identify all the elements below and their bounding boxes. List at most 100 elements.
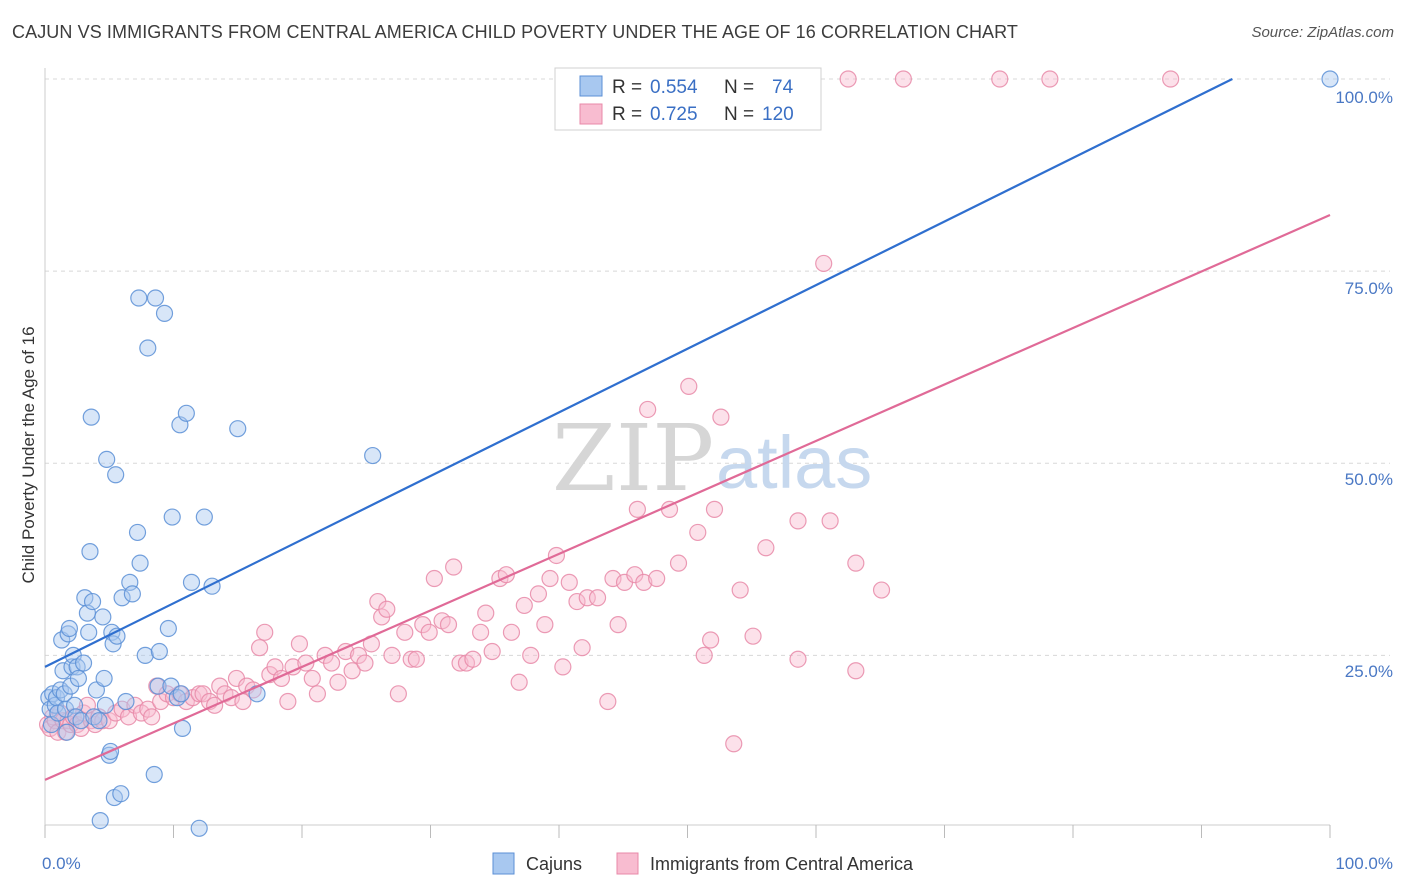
cajun-point	[172, 685, 190, 703]
bottom-legend-label-immig: Immigrants from Central America	[650, 854, 914, 874]
cajun-point	[163, 508, 181, 526]
immigrant-point	[554, 658, 572, 676]
cajun-point	[195, 508, 213, 526]
immigrant-point	[560, 573, 578, 591]
immigrant-point	[451, 654, 469, 672]
cajun-point	[136, 646, 154, 664]
cajun-point	[123, 585, 141, 603]
immigrant-point	[689, 523, 707, 542]
cajun-point	[81, 543, 99, 561]
immigrant-point	[396, 623, 414, 641]
cajun-point	[58, 723, 76, 741]
bottom-legend: Cajuns Immigrants from Central America	[492, 852, 914, 875]
immigrant-point	[536, 616, 554, 634]
immigrant-point	[502, 623, 521, 641]
bottom-legend-swatch-immig	[616, 852, 639, 875]
cajun-point	[139, 339, 157, 357]
immigrant-point	[588, 589, 607, 607]
cajun-point	[229, 420, 247, 438]
immigrant-point	[378, 600, 396, 618]
trend-line-immigrants	[44, 214, 1331, 781]
immigrant-point	[821, 512, 839, 530]
legend-n-label-0: N =	[724, 77, 754, 98]
cajun-point	[72, 712, 90, 730]
cajun-point	[364, 446, 382, 465]
y-tick-label-25: 25.0%	[1345, 662, 1393, 681]
legend-r-value-0: 0.554	[650, 77, 698, 98]
immigrant-point	[839, 70, 857, 88]
immigrant-point	[290, 635, 309, 653]
immigrant-point	[256, 623, 274, 641]
watermark-atlas: atlas	[716, 421, 872, 504]
immigrant-point	[529, 585, 548, 603]
cajun-point	[1321, 70, 1339, 88]
immigrant-point	[250, 639, 269, 657]
cajun-point	[95, 669, 113, 688]
immigrant-point	[303, 669, 321, 688]
immigrant-point	[669, 554, 688, 572]
immigrant-point	[407, 650, 425, 668]
bottom-legend-label-cajun: Cajuns	[526, 854, 582, 874]
cajun-point	[146, 289, 165, 307]
y-axis-label: Child Poverty Under the Age of 16	[19, 326, 38, 583]
immigrant-point	[847, 554, 865, 572]
cajun-point	[159, 619, 177, 638]
immigrant-point	[343, 662, 361, 680]
gridlines	[45, 78, 1390, 656]
legend-swatch-immig	[579, 103, 603, 125]
trend-line-cajun	[44, 78, 1233, 668]
cajun-point	[80, 623, 98, 641]
legend-n-label-1: N =	[724, 104, 754, 125]
cajun-point	[98, 450, 116, 469]
immigrant-point	[464, 650, 482, 668]
legend-r-label-0: R =	[612, 77, 642, 98]
cajun-point	[107, 466, 125, 484]
immigrant-point	[389, 685, 407, 703]
immigrant-point	[757, 539, 775, 557]
cajun-point	[83, 592, 102, 611]
immigrant-point	[744, 627, 762, 645]
cajun-point	[82, 408, 100, 426]
immigrant-point	[279, 692, 297, 711]
cajun-point	[59, 625, 77, 643]
cajun-point	[90, 712, 108, 730]
legend-swatch-cajun	[579, 75, 603, 97]
legend-r-value-1: 0.725	[650, 104, 698, 125]
immigrant-point	[712, 408, 730, 426]
bottom-legend-swatch-cajun	[492, 852, 515, 875]
immigrant-point	[445, 558, 463, 576]
immigrant-point	[1041, 70, 1059, 88]
immigrant-point	[483, 642, 501, 661]
cajun-point	[117, 692, 135, 711]
immigrant-point	[731, 581, 749, 599]
legend-n-value-0: 74	[772, 77, 794, 98]
immigrant-point	[383, 646, 401, 664]
immigrant-point	[635, 573, 653, 591]
immigrant-point	[680, 377, 698, 395]
chart-title: CAJUN VS IMMIGRANTS FROM CENTRAL AMERICA…	[12, 22, 1019, 42]
x-tick-label-100: 100.0%	[1335, 854, 1393, 873]
immigrant-point	[402, 650, 420, 668]
cajun-point	[94, 608, 112, 626]
immigrant-point	[639, 400, 657, 419]
cajun-point	[145, 765, 163, 784]
cajun-point	[74, 654, 93, 672]
immigrant-point	[356, 654, 374, 672]
immigrant-point	[1162, 70, 1180, 88]
immigrant-point	[573, 639, 591, 657]
trend-lines	[44, 78, 1331, 781]
immigrant-point	[425, 569, 443, 588]
cajun-point	[96, 696, 114, 714]
cajun-point	[182, 573, 201, 591]
immigrant-point	[628, 500, 646, 518]
cajun-point	[54, 662, 72, 680]
immigrant-point	[847, 662, 865, 680]
cajun-point	[91, 812, 109, 830]
immigrant-point	[789, 512, 807, 530]
immigrant-point	[725, 735, 743, 753]
immigrant-point	[329, 673, 347, 691]
immigrants-points	[38, 70, 1180, 753]
cajun-point	[113, 589, 131, 607]
cajun-point	[190, 819, 208, 837]
cajun-point	[128, 523, 147, 542]
